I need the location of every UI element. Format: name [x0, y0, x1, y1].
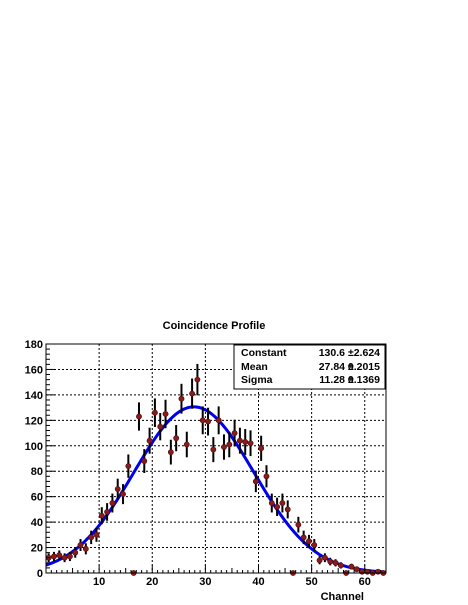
data-point: [348, 563, 355, 570]
data-point: [205, 418, 211, 425]
data-point: [178, 395, 185, 402]
data-point: [167, 449, 174, 456]
x-tick-label: 50: [306, 576, 318, 588]
data-point: [189, 390, 195, 397]
data-point: [194, 376, 201, 383]
y-tick-label: 160: [25, 364, 43, 376]
y-tick-label: 120: [25, 415, 43, 427]
y-tick-label: 80: [31, 466, 43, 478]
stats-value-mean: 27.84: [319, 361, 345, 373]
data-point: [274, 503, 280, 510]
stats-label-constant: Constant: [241, 347, 287, 359]
data-point: [268, 500, 275, 506]
data-point: [337, 562, 344, 569]
stats-pm-constant: ±: [348, 347, 354, 359]
data-point: [375, 568, 381, 575]
x-tick-label: 20: [146, 576, 158, 588]
x-tick-label: 30: [199, 576, 211, 588]
stats-pm-sigma: ±: [348, 374, 354, 386]
data-point: [258, 445, 265, 452]
data-point: [114, 486, 121, 492]
data-point: [215, 417, 222, 424]
x-tick-label: 60: [359, 576, 371, 588]
data-point: [146, 437, 153, 444]
stats-error-constant: 2.624: [354, 347, 380, 359]
data-point: [295, 521, 302, 528]
data-point: [231, 430, 238, 436]
stats-box: Constant 130.6 ± 2.624 Mean 27.84 ± 0.20…: [233, 344, 386, 390]
data-point: [141, 458, 148, 464]
y-tick-label: 100: [25, 441, 43, 453]
data-point: [300, 534, 307, 541]
data-point: [104, 509, 110, 515]
x-tick-label: 10: [93, 576, 105, 588]
data-point: [221, 444, 227, 450]
data-point: [332, 559, 339, 566]
chart-title: Coincidence Profile: [163, 320, 266, 332]
data-point: [242, 439, 249, 445]
y-tick-label: 20: [31, 543, 43, 555]
stats-label-mean: Mean: [241, 361, 268, 373]
stats-pm-mean: ±: [348, 361, 354, 373]
data-point: [51, 553, 57, 560]
data-point: [120, 491, 126, 498]
data-point: [162, 411, 169, 417]
data-point: [226, 441, 233, 448]
data-point: [173, 435, 180, 442]
stats-value-constant: 130.6: [319, 347, 345, 359]
data-point: [247, 440, 254, 447]
data-point: [316, 557, 323, 564]
data-point: [77, 542, 84, 548]
data-point: [183, 441, 190, 448]
stats-error-mean: 0.2015: [348, 361, 380, 373]
data-point: [199, 417, 206, 424]
data-point: [263, 473, 270, 480]
data-point: [364, 568, 371, 575]
data-point: [322, 554, 328, 561]
stats-error-sigma: 0.1369: [348, 374, 380, 386]
data-points-layer: [45, 363, 387, 576]
data-point: [311, 542, 318, 548]
data-point: [210, 446, 217, 453]
stats-box-frame: [233, 344, 386, 390]
data-point: [306, 538, 312, 545]
data-point: [237, 437, 243, 444]
data-point: [136, 413, 142, 420]
data-point: [125, 463, 132, 470]
y-tick-label: 60: [31, 492, 43, 504]
stats-value-sigma: 11.28: [319, 374, 345, 386]
data-point: [157, 423, 164, 430]
data-point: [284, 506, 291, 513]
stats-label-sigma: Sigma: [241, 374, 273, 386]
data-point: [353, 566, 360, 573]
data-point: [72, 549, 79, 556]
data-point: [98, 512, 105, 519]
data-point: [327, 558, 334, 565]
data-point: [359, 568, 365, 575]
data-point: [67, 553, 73, 560]
data-point: [56, 552, 63, 559]
y-tick-label: 0: [37, 568, 43, 580]
x-tick-label: 40: [252, 576, 264, 588]
y-tick-label: 140: [25, 390, 43, 402]
x-axis-label: Channel: [321, 591, 364, 603]
data-point: [152, 409, 158, 416]
data-point: [93, 531, 100, 538]
data-point: [82, 545, 89, 552]
y-tick-label: 40: [31, 517, 43, 529]
data-point: [61, 554, 68, 561]
data-point: [279, 500, 286, 506]
data-point: [252, 478, 259, 485]
y-tick-label: 180: [25, 339, 43, 351]
axes: 10 20 30 40 50 60 0 20 40 60 80 100 120 140 160 180: [25, 339, 382, 588]
data-point: [88, 534, 95, 541]
data-point: [109, 500, 116, 506]
